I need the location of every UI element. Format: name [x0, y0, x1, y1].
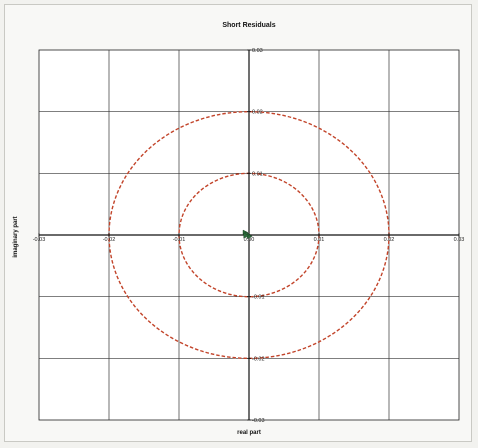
y-tick-label-0: -0.03 — [252, 418, 265, 424]
y-tick-label-4: 0.01 — [252, 171, 263, 177]
x-tick-label-5: 0.02 — [384, 237, 395, 243]
chart-title: Short Residuals — [222, 22, 275, 29]
x-tick-label-4: 0.01 — [314, 237, 325, 243]
y-tick-label-5: 0.02 — [252, 110, 263, 116]
x-tick-label-3: 0.00 — [244, 237, 255, 243]
x-tick-label-0: -0.03 — [33, 237, 46, 243]
data-points — [242, 229, 253, 240]
y-tick-label-6: 0.03 — [252, 48, 263, 54]
x-axis-title: real part — [237, 430, 261, 436]
x-tick-label-1: -0.02 — [103, 237, 116, 243]
y-axis-title: imaginary part — [13, 216, 19, 257]
x-tick-labels: -0.03 -0.02 -0.01 0.00 0.01 0.02 0.03 — [33, 237, 465, 243]
y-tick-label-1: -0.02 — [252, 356, 265, 362]
y-tick-label-2: -0.01 — [252, 295, 265, 301]
y-tick-labels: -0.03 -0.02 -0.01 0.01 0.02 0.03 — [252, 48, 265, 424]
x-tick-label-2: -0.01 — [173, 237, 186, 243]
x-tick-label-6: 0.03 — [454, 237, 465, 243]
chart: Short Residuals -0.03 -0.02 -0.01 0.00 0.01 0… — [13, 22, 465, 436]
data-point-3 — [243, 232, 250, 239]
chart-frame: Short Residuals -0.03 -0.02 -0.01 0.00 0.01 0… — [4, 4, 472, 442]
